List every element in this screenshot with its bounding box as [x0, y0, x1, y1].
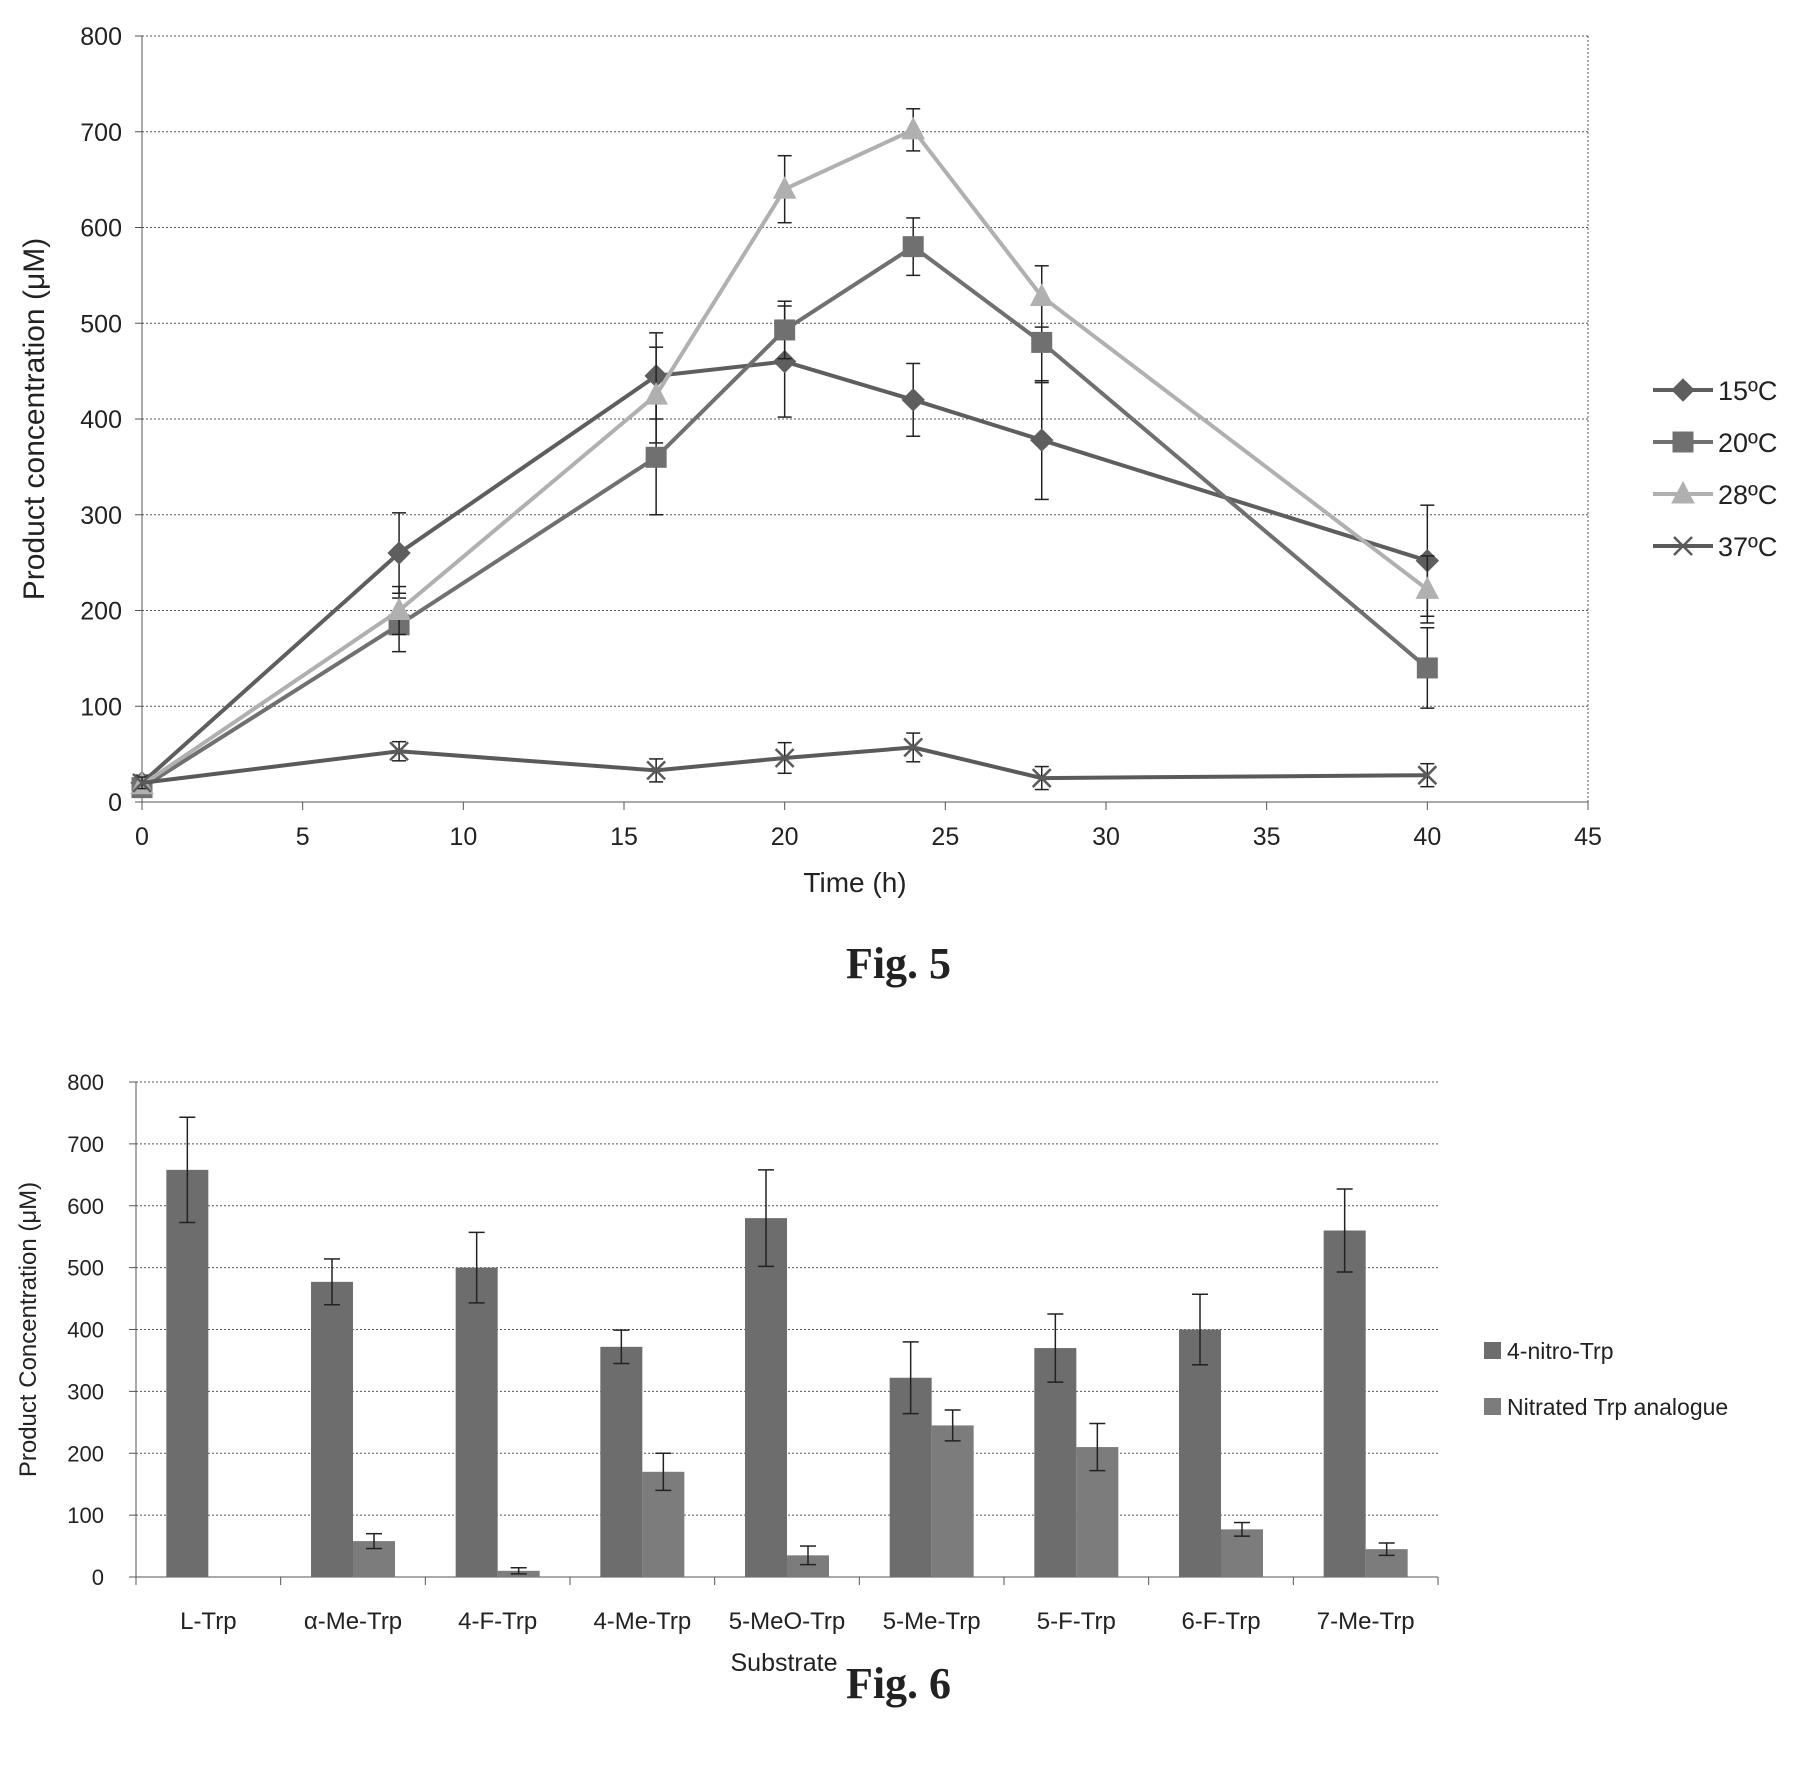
figure-6-bar-chart: 0 100 200 300 400 500 600 700 800 L-Trp α-Me-Trp 4-…: [15, 1070, 1728, 1677]
y-tick-label-800: 800: [67, 1070, 104, 1095]
y-tick-label-100: 100: [80, 693, 122, 721]
legend-20-c-label: 20ºC: [1718, 428, 1777, 458]
legend-28-c-marker: [1671, 480, 1695, 504]
series-20-c-point: [645, 446, 667, 468]
series-28-c-point: [772, 176, 797, 199]
y-tick-label-700: 700: [67, 1132, 104, 1157]
x-tick-label-0: 0: [135, 823, 149, 851]
x-tick-label-5: 5: [296, 823, 310, 851]
series-20-c-point: [902, 236, 924, 258]
y-tick-label-700: 700: [80, 119, 122, 147]
series-15-c-point: [387, 541, 411, 565]
series-nitrated-trp-analogue-bar: [1221, 1529, 1263, 1577]
series-20-c-point: [774, 319, 796, 341]
figure-5-line-chart: 0 100 200 300 400 500 600 700 800 0 5 10 15 20 25 30 35 4…: [18, 23, 1777, 898]
y-tick-label-0: 0: [92, 1565, 104, 1590]
x-tick-label-5-f-trp: 5-F-Trp: [1037, 1608, 1116, 1635]
x-tick-label-6-f-trp: 6-F-Trp: [1181, 1608, 1260, 1635]
legend-4-nitro-trp-label: 4-nitro-Trp: [1507, 1338, 1614, 1364]
series-4-nitro-trp-bar: [166, 1169, 209, 1577]
x-tick-label-35: 35: [1253, 823, 1281, 851]
x-axis-label: Substrate: [730, 1649, 837, 1677]
y-tick-label-500: 500: [67, 1256, 104, 1281]
series-20-c-point: [1031, 331, 1053, 353]
y-tick-label-600: 600: [80, 215, 122, 243]
x-tick-label-20: 20: [771, 823, 799, 851]
series-37-c-point: [646, 760, 667, 781]
series-4-nitro-trp-bar: [311, 1281, 353, 1577]
x-tick-label-4-f-trp: 4-F-Trp: [458, 1608, 537, 1635]
legend-37-c-label: 37ºC: [1718, 532, 1777, 562]
x-tick-label-10: 10: [449, 823, 477, 851]
series-28-c-point: [1415, 576, 1440, 599]
legend-37-c-marker: [1673, 536, 1693, 556]
series-nitrated-trp-analogue-bar: [787, 1555, 829, 1577]
series-37-c-point: [1031, 768, 1052, 788]
x-tick-label-40: 40: [1413, 823, 1441, 851]
legend-15-c-marker: [1671, 378, 1695, 402]
legend-nitrated-trp-analogue-swatch: [1484, 1398, 1501, 1415]
series-37-c-point: [132, 772, 152, 793]
x-tick-label-15: 15: [610, 823, 638, 851]
series-nitrated-trp-analogue-bar: [931, 1425, 974, 1577]
y-tick-label-0: 0: [108, 789, 122, 817]
y-tick-label-800: 800: [80, 23, 122, 51]
series-4-nitro-trp-bar: [1034, 1348, 1077, 1577]
series-15-c-point: [901, 388, 925, 412]
y-axis-label: Product concentration (μM): [18, 238, 51, 600]
figure-6-caption: Fig. 6: [845, 1659, 952, 1708]
y-tick-label-500: 500: [80, 310, 122, 338]
y-tick-label-400: 400: [80, 406, 122, 434]
x-tick-label-me-trp: α-Me-Trp: [304, 1608, 402, 1635]
x-tick-label-30: 30: [1092, 823, 1120, 851]
series-15-c-point: [772, 349, 797, 374]
y-tick-label-600: 600: [67, 1194, 104, 1219]
series-4-nitro-trp-bar: [600, 1346, 643, 1577]
series-15-c-point: [1030, 428, 1054, 452]
series-20-c-point: [1416, 657, 1438, 679]
y-tick-label-300: 300: [67, 1379, 104, 1404]
legend-4-nitro-trp-swatch: [1484, 1342, 1501, 1359]
series-15-c-line: [140, 359, 1428, 785]
y-tick-label-100: 100: [67, 1503, 104, 1528]
x-tick-label-4-me-trp: 4-Me-Trp: [593, 1608, 691, 1635]
series-37-c-point: [774, 748, 795, 768]
y-tick-label-300: 300: [80, 502, 122, 530]
x-tick-label-l-trp: L-Trp: [180, 1608, 236, 1635]
series-4-nitro-trp-bar: [1323, 1230, 1366, 1577]
series-28-c-point: [1029, 283, 1054, 306]
legend-nitrated-trp-analogue-label: Nitrated Trp analogue: [1507, 1394, 1728, 1420]
series-4-nitro-trp-bar: [1179, 1329, 1221, 1577]
series-28-c-point: [644, 381, 668, 405]
y-tick-label-400: 400: [67, 1318, 104, 1343]
series-37-c-point: [903, 737, 924, 758]
series-28-c-point: [901, 116, 926, 140]
legend-28-c-label: 28ºC: [1718, 480, 1777, 510]
series-28-c-point: [387, 597, 411, 620]
x-tick-label-7-me-trp: 7-Me-Trp: [1317, 1608, 1415, 1635]
legend-20-c-marker: [1672, 431, 1694, 453]
x-tick-label-5-meo-trp: 5-MeO-Trp: [729, 1608, 845, 1635]
y-axis-label: Product Concentration (μM): [15, 1182, 42, 1477]
figure-5-caption: Fig. 5: [845, 939, 952, 988]
x-tick-label-25: 25: [931, 823, 959, 851]
x-tick-label-5-me-trp: 5-Me-Trp: [883, 1608, 981, 1635]
series-37-c-point: [1417, 765, 1438, 786]
x-axis-label: Time (h): [803, 867, 906, 898]
y-tick-label-200: 200: [80, 598, 122, 626]
series-28-c-line: [140, 127, 1429, 787]
x-tick-label-45: 45: [1574, 823, 1602, 851]
series-37-c-point: [389, 741, 409, 762]
y-tick-label-200: 200: [67, 1441, 104, 1466]
series-4-nitro-trp-bar: [455, 1267, 498, 1577]
series-4-nitro-trp-bar: [745, 1218, 787, 1577]
legend-15-c-label: 15ºC: [1718, 376, 1777, 406]
